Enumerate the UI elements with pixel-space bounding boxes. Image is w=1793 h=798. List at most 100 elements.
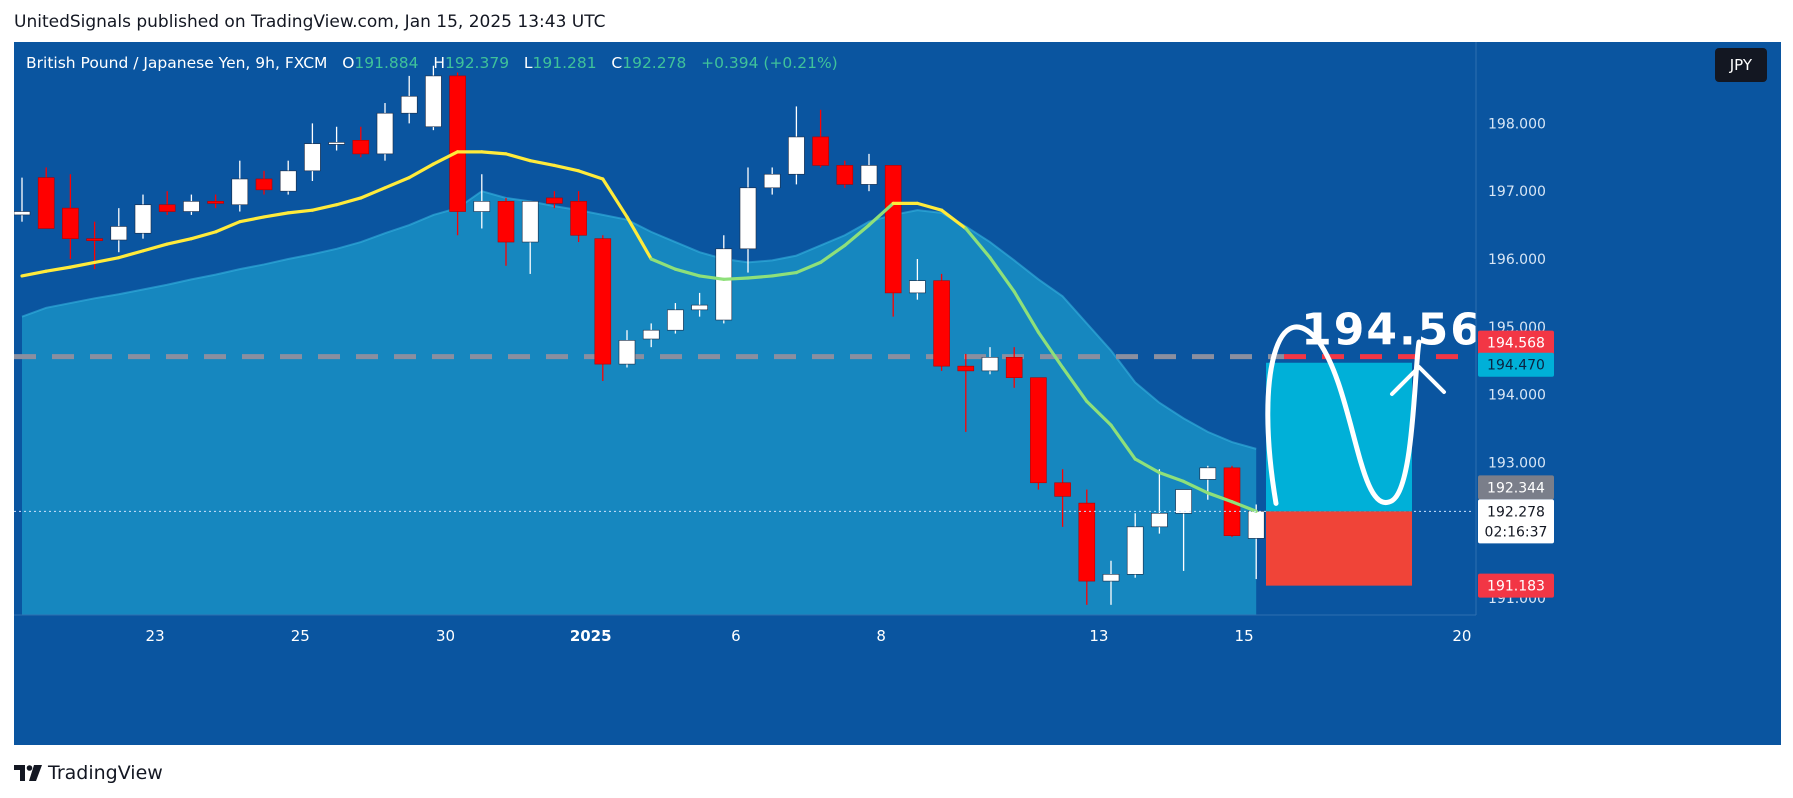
ema-area-fill	[22, 191, 1257, 616]
ema-fast-segment	[552, 163, 581, 173]
stop-zone[interactable]	[1266, 511, 1412, 586]
candle-body	[860, 165, 878, 185]
ema-fast-segment	[44, 265, 73, 273]
y-tick-label: 193.000	[1488, 455, 1546, 471]
ema-fast-segment	[335, 196, 363, 207]
tradingview-logo-icon	[14, 765, 42, 781]
ema-fast-segment	[117, 249, 145, 260]
currency-button[interactable]: JPY	[1714, 48, 1767, 82]
price-badges: 194.568 194.470 192.344 192.278 02:16:37 191.…	[1478, 330, 1554, 598]
badge-target-teal: 194.470	[1487, 358, 1545, 374]
candle-body	[836, 165, 854, 185]
ema-fast-segment	[1133, 457, 1162, 475]
candle-body	[449, 75, 466, 212]
ema-fast-segment	[843, 223, 871, 248]
legend-close-value: 192.278	[622, 54, 687, 72]
candle-body	[715, 248, 733, 321]
ema-fast-segment	[673, 267, 702, 278]
candle-body	[812, 136, 829, 166]
ema-fast-segment	[697, 274, 726, 281]
ema-fast-segment	[189, 230, 218, 241]
legend-high-label: H	[433, 54, 445, 72]
ema-fast-segment	[214, 220, 242, 234]
candle-body	[1102, 574, 1120, 582]
legend-low-value: 191.281	[532, 54, 597, 72]
candle-body	[110, 226, 128, 241]
y-tick-label: 197.000	[1488, 184, 1546, 200]
badge-stop: 191.183	[1487, 579, 1545, 595]
badge-target-teal-bg	[1478, 352, 1554, 377]
x-tick-label: 13	[1089, 627, 1108, 645]
ema-fast-segment	[92, 256, 121, 264]
candle-body	[763, 173, 781, 189]
ema-fast-segment	[867, 201, 895, 227]
ema-fast-segment	[794, 260, 823, 275]
chart-panel[interactable]: 194.56 191.000 193.000 194.000 195.000 196.0…	[14, 42, 1781, 745]
candle-body	[231, 178, 249, 206]
candle-body	[618, 340, 636, 365]
candle-body	[86, 238, 103, 241]
candle-body	[788, 136, 805, 175]
ema-fast-segment	[68, 260, 97, 269]
ema-fast-segment	[20, 269, 48, 278]
ema-fast-segment	[504, 152, 532, 163]
ema-fast-segment	[407, 162, 435, 180]
ema-fast-segment	[480, 150, 508, 156]
axes: 191.000193.000194.000195.000196.000197.0…	[14, 42, 1781, 745]
candle-body	[981, 357, 999, 372]
candle-body	[255, 178, 273, 191]
legend-change: +0.394 (+0.21%)	[701, 54, 838, 72]
footer-brand[interactable]: TradingView	[48, 762, 163, 784]
x-tick-label: 2025	[570, 627, 612, 645]
candle-body	[1126, 526, 1144, 575]
annotation: 194.56	[1265, 305, 1483, 506]
ema-fast-segment	[310, 203, 339, 212]
candle-body	[1054, 482, 1071, 497]
ema-slow-line	[21, 190, 1257, 450]
candle-body	[14, 211, 31, 216]
candle-body	[1175, 489, 1192, 514]
candle-body	[909, 280, 926, 294]
candle-body	[594, 238, 612, 365]
candle-body	[691, 304, 708, 311]
candle-body	[1030, 377, 1047, 484]
ema-fast-segment	[431, 150, 460, 166]
candle-body	[328, 142, 345, 145]
x-tick-label: 25	[291, 627, 310, 645]
candles	[14, 65, 1265, 605]
candle-body	[352, 140, 370, 155]
y-tick-label: 194.000	[1488, 388, 1546, 404]
candle-body	[521, 201, 539, 243]
ema-fast-segment	[988, 256, 1016, 294]
candle-body	[642, 329, 660, 340]
candle-body	[957, 365, 975, 372]
ema-fast-segment	[1012, 289, 1041, 334]
y-tick-label: 198.000	[1488, 116, 1546, 132]
candlestick-chart[interactable]: 194.56 191.000193.000194.000195.000196.0…	[14, 42, 1781, 745]
candle-body	[62, 207, 79, 239]
legend-open-value: 191.884	[354, 54, 419, 72]
candle-body	[279, 170, 297, 192]
ema-fast-segment	[1060, 365, 1089, 403]
legend-close-label: C	[611, 54, 623, 72]
candle-body	[473, 201, 491, 212]
candle-body	[739, 187, 757, 250]
badge-gray-bg	[1478, 475, 1554, 500]
x-tick-label: 6	[731, 627, 741, 645]
candle-body	[884, 165, 902, 294]
ema-fast-segment	[915, 201, 944, 212]
target-label: 194.56	[1301, 305, 1483, 356]
ema-fast-segment	[601, 177, 629, 219]
candle-body	[304, 143, 321, 172]
candle-body	[546, 197, 563, 204]
ema-fast-segment	[625, 215, 653, 261]
candle-body	[183, 201, 200, 212]
legend-open-label: O	[342, 54, 355, 72]
x-tick-label: 30	[436, 627, 455, 645]
legend-high-value: 192.379	[444, 54, 510, 72]
x-tick-label: 23	[146, 627, 165, 645]
candle-body	[425, 75, 442, 128]
candle-body	[134, 204, 152, 234]
x-tick-label: 15	[1235, 627, 1254, 645]
ema-fast-segment	[141, 242, 169, 253]
